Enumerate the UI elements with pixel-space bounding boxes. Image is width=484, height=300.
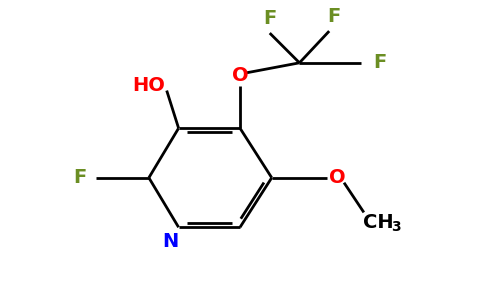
Text: CH: CH <box>363 213 394 232</box>
Text: F: F <box>328 7 341 26</box>
Text: F: F <box>373 53 386 72</box>
Text: HO: HO <box>133 76 166 95</box>
Text: O: O <box>232 66 248 85</box>
Text: O: O <box>329 168 346 187</box>
Text: F: F <box>263 9 276 28</box>
Text: 3: 3 <box>391 220 400 234</box>
Text: F: F <box>73 168 87 187</box>
Text: N: N <box>163 232 179 250</box>
